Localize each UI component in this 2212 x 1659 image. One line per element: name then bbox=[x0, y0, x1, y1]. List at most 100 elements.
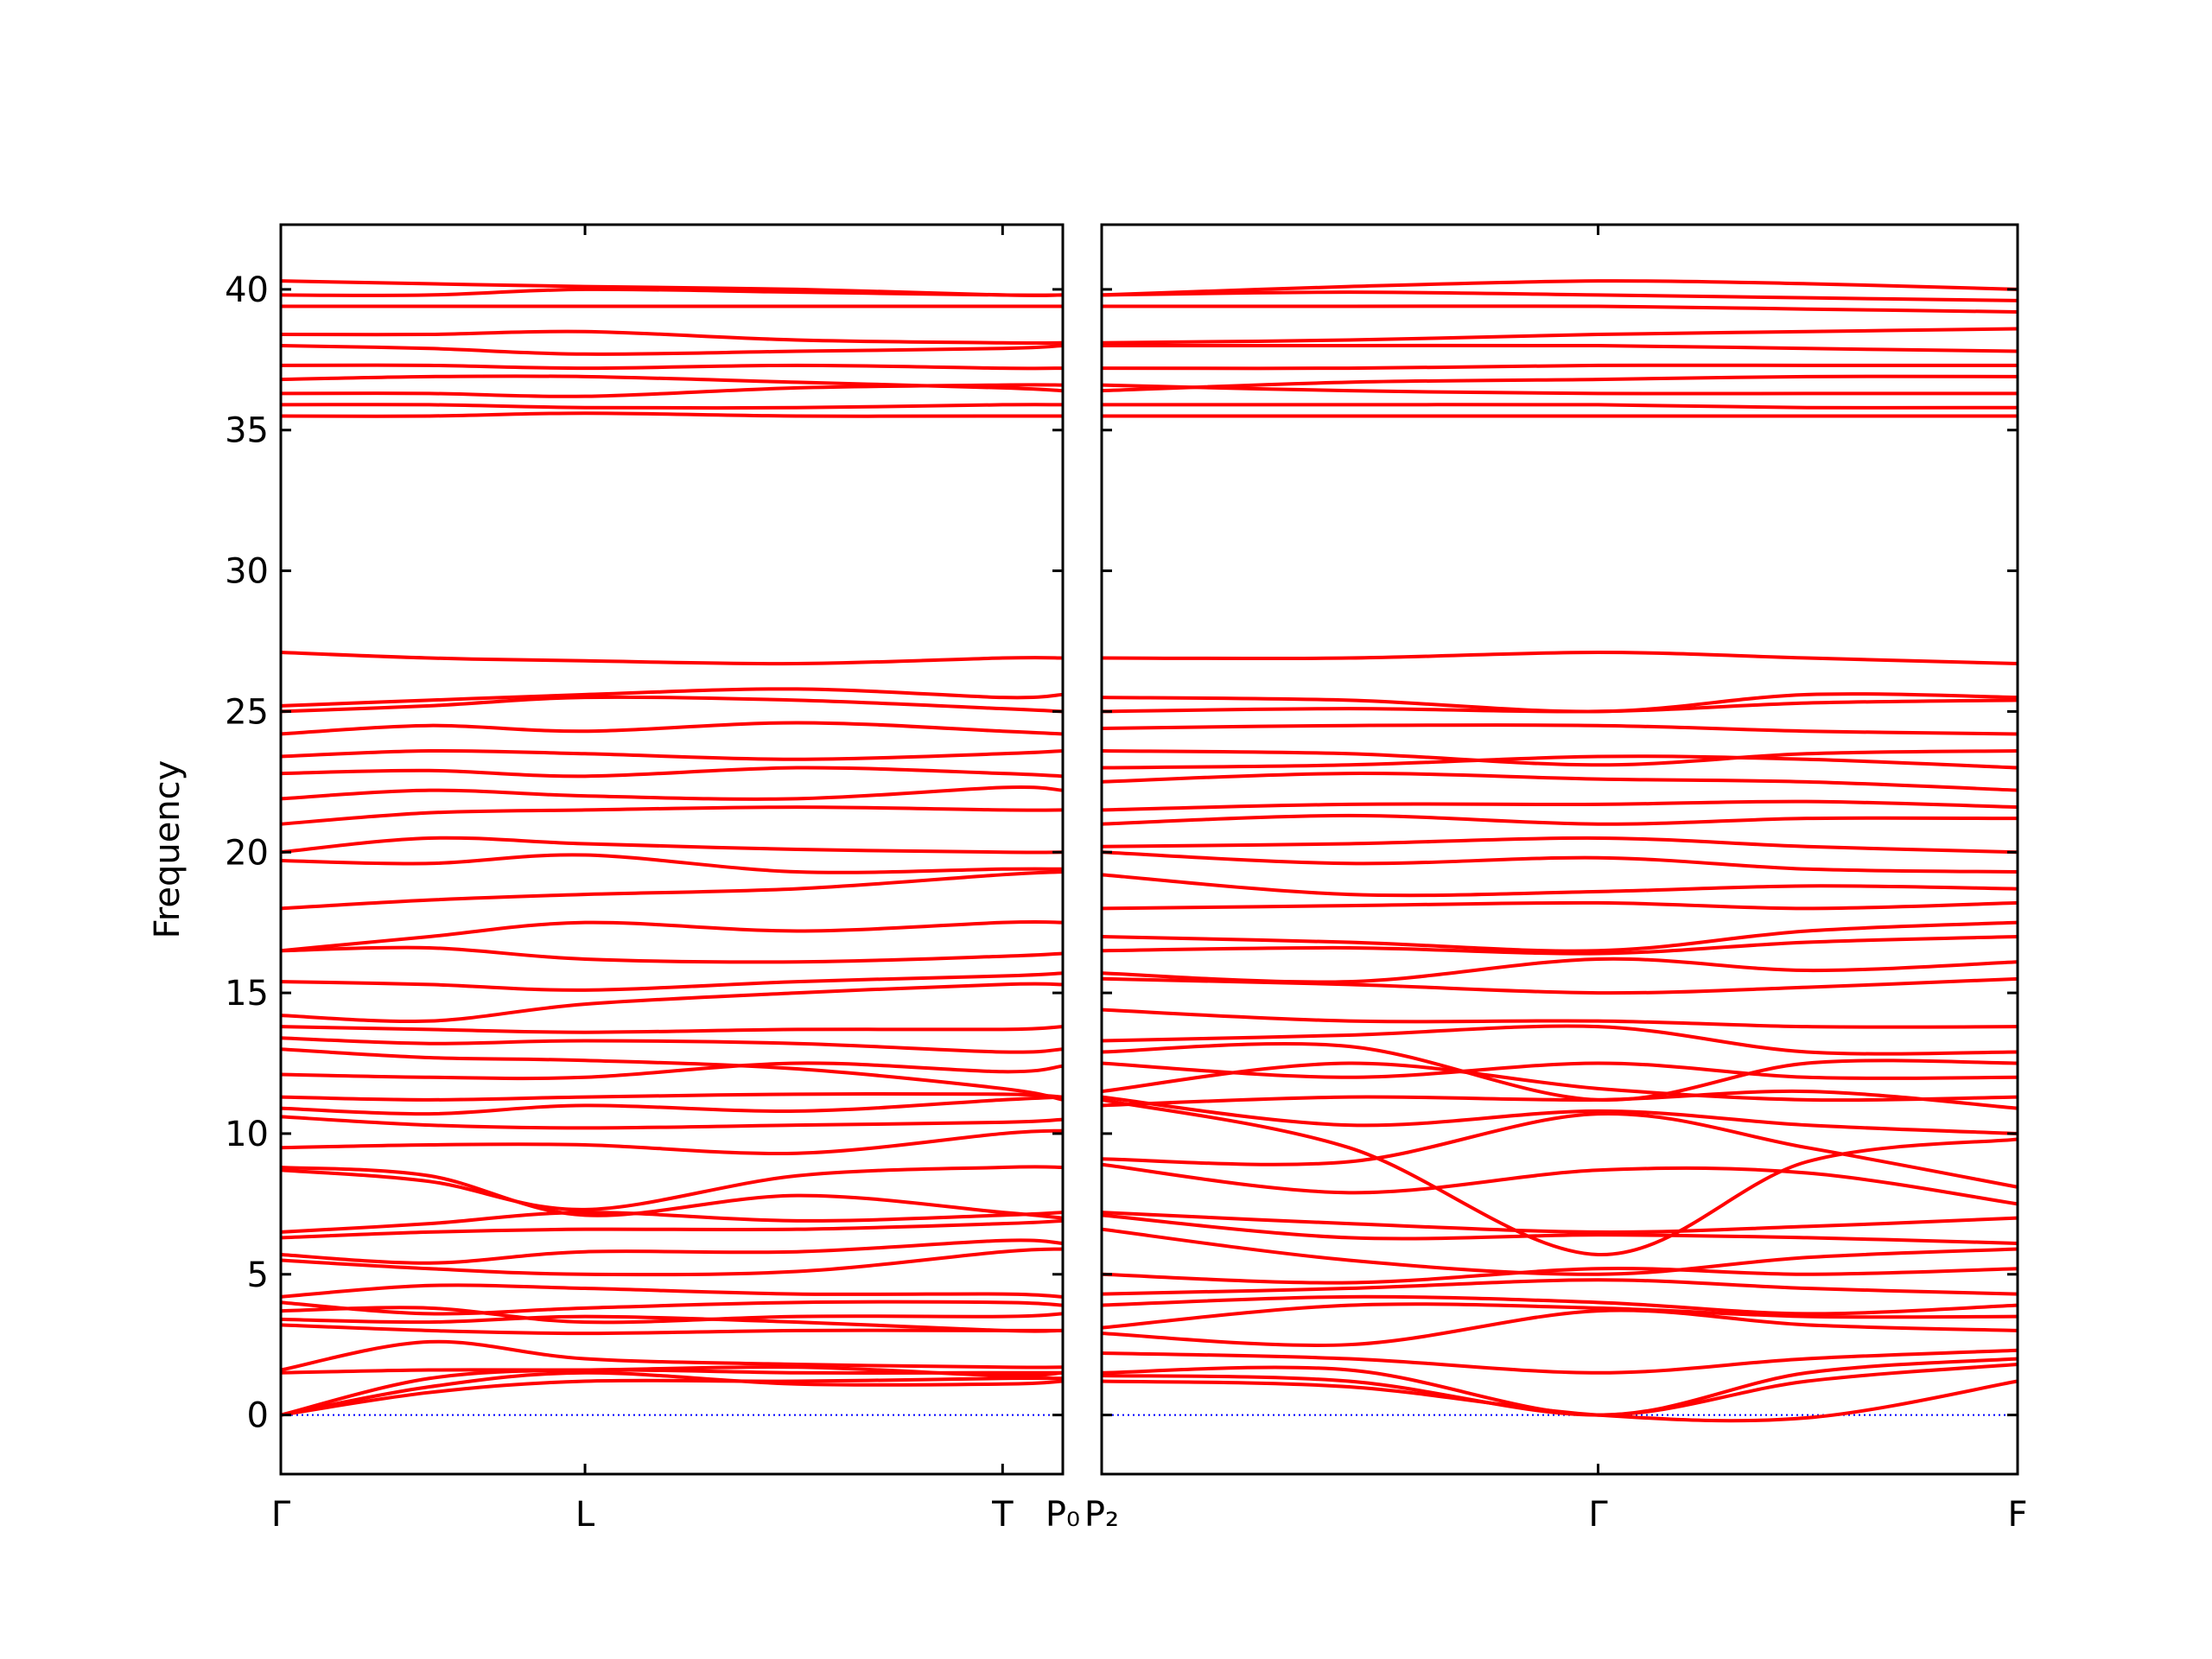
band-line bbox=[281, 1314, 1063, 1333]
band-line bbox=[1102, 1111, 2018, 1189]
x-tick-label: T bbox=[991, 1495, 1014, 1535]
band-line bbox=[281, 363, 1063, 371]
band-line bbox=[1102, 1095, 2018, 1135]
band-line bbox=[1102, 957, 2018, 984]
y-axis-label: Frequency bbox=[148, 760, 188, 939]
band-line bbox=[281, 1370, 1063, 1417]
axes-frame bbox=[279, 223, 1065, 1476]
band-line bbox=[1102, 304, 2018, 314]
band-line bbox=[1102, 403, 2018, 410]
band-line bbox=[1102, 1278, 2018, 1296]
x-tick-label: F bbox=[2007, 1495, 2027, 1535]
band-line bbox=[1102, 1061, 2018, 1081]
band-line bbox=[1102, 1211, 2018, 1234]
band-line bbox=[281, 805, 1063, 826]
band-line bbox=[281, 651, 1063, 666]
y-tick-label: 25 bbox=[225, 692, 269, 732]
band-line bbox=[1102, 772, 2018, 792]
band-line bbox=[1102, 1061, 2018, 1103]
band-line bbox=[1102, 723, 2018, 736]
band-line bbox=[281, 383, 1063, 398]
band-line bbox=[1102, 749, 2018, 767]
band-line bbox=[1102, 327, 2018, 345]
y-tick-label: 15 bbox=[225, 974, 269, 1014]
band-line bbox=[1102, 1041, 2018, 1102]
band-line bbox=[1102, 651, 2018, 666]
band-line bbox=[1102, 1302, 2018, 1330]
band-line bbox=[281, 870, 1063, 911]
x-tick-label: Γ bbox=[1588, 1495, 1608, 1535]
y-tick-label: 35 bbox=[225, 411, 269, 451]
y-tick-label: 20 bbox=[225, 833, 269, 873]
band-line bbox=[281, 695, 1063, 714]
band-line bbox=[1102, 1308, 2018, 1347]
band-line bbox=[281, 1247, 1063, 1277]
band-line bbox=[281, 1376, 1063, 1417]
band-line bbox=[1102, 754, 2018, 770]
band-line bbox=[281, 1095, 1063, 1116]
band-line bbox=[281, 1339, 1063, 1372]
band-line bbox=[281, 982, 1063, 1024]
band-line bbox=[281, 411, 1063, 418]
band-line bbox=[281, 766, 1063, 779]
band-line bbox=[281, 1165, 1063, 1211]
x-tick-label: L bbox=[575, 1495, 595, 1535]
x-tick-label: P₀ bbox=[1046, 1495, 1080, 1535]
band-line bbox=[281, 344, 1063, 356]
band-line bbox=[281, 1238, 1063, 1265]
band-line bbox=[281, 853, 1063, 874]
band-line bbox=[281, 836, 1063, 855]
band-line bbox=[1102, 900, 2018, 911]
band-line bbox=[281, 1061, 1063, 1081]
band-line bbox=[281, 1300, 1063, 1316]
band-line bbox=[281, 687, 1063, 708]
band-line bbox=[281, 945, 1063, 964]
band-line bbox=[281, 1218, 1063, 1240]
band-line bbox=[1102, 836, 2018, 855]
band-line bbox=[281, 1091, 1063, 1102]
band-line bbox=[1102, 1024, 2018, 1056]
band-line bbox=[281, 329, 1063, 346]
band-line bbox=[1102, 290, 2018, 302]
band-line bbox=[1102, 692, 2018, 714]
band-line bbox=[1102, 1227, 2018, 1276]
band-line bbox=[281, 1166, 1063, 1220]
y-tick-label: 5 bbox=[247, 1255, 269, 1295]
band-line bbox=[1102, 920, 2018, 953]
axes-frame bbox=[1100, 223, 2019, 1476]
band-line bbox=[1102, 1162, 2018, 1206]
band-line bbox=[281, 1115, 1063, 1130]
band-line bbox=[281, 279, 1063, 297]
y-tick-label: 40 bbox=[225, 270, 269, 310]
plot-area bbox=[1102, 279, 2018, 1423]
band-line bbox=[1102, 799, 2018, 812]
band-line bbox=[281, 1211, 1063, 1234]
band-line bbox=[1102, 850, 2018, 874]
band-line bbox=[1102, 934, 2018, 956]
band-line bbox=[281, 919, 1063, 953]
band-line bbox=[1102, 279, 2018, 297]
y-tick-label: 30 bbox=[225, 552, 269, 592]
band-line bbox=[1102, 1007, 2018, 1029]
band-line bbox=[1102, 1357, 2018, 1417]
band-line bbox=[281, 785, 1063, 801]
band-line bbox=[1102, 1267, 2018, 1285]
band-line bbox=[281, 1047, 1063, 1102]
band-line bbox=[281, 971, 1063, 992]
band-line bbox=[281, 1306, 1063, 1325]
band-line bbox=[1102, 1348, 2018, 1375]
band-line bbox=[281, 1036, 1063, 1054]
band-line bbox=[1102, 1294, 2018, 1316]
y-tick-label: 0 bbox=[247, 1396, 269, 1436]
band-line bbox=[281, 403, 1063, 410]
band-line bbox=[1102, 1213, 2018, 1245]
band-line bbox=[281, 1025, 1063, 1034]
band-line bbox=[281, 1365, 1063, 1378]
band-line bbox=[281, 1368, 1063, 1417]
band-line bbox=[281, 1128, 1063, 1156]
x-tick-label: Γ bbox=[271, 1495, 291, 1535]
band-line bbox=[1102, 873, 2018, 898]
x-tick-label: P₂ bbox=[1084, 1495, 1119, 1535]
